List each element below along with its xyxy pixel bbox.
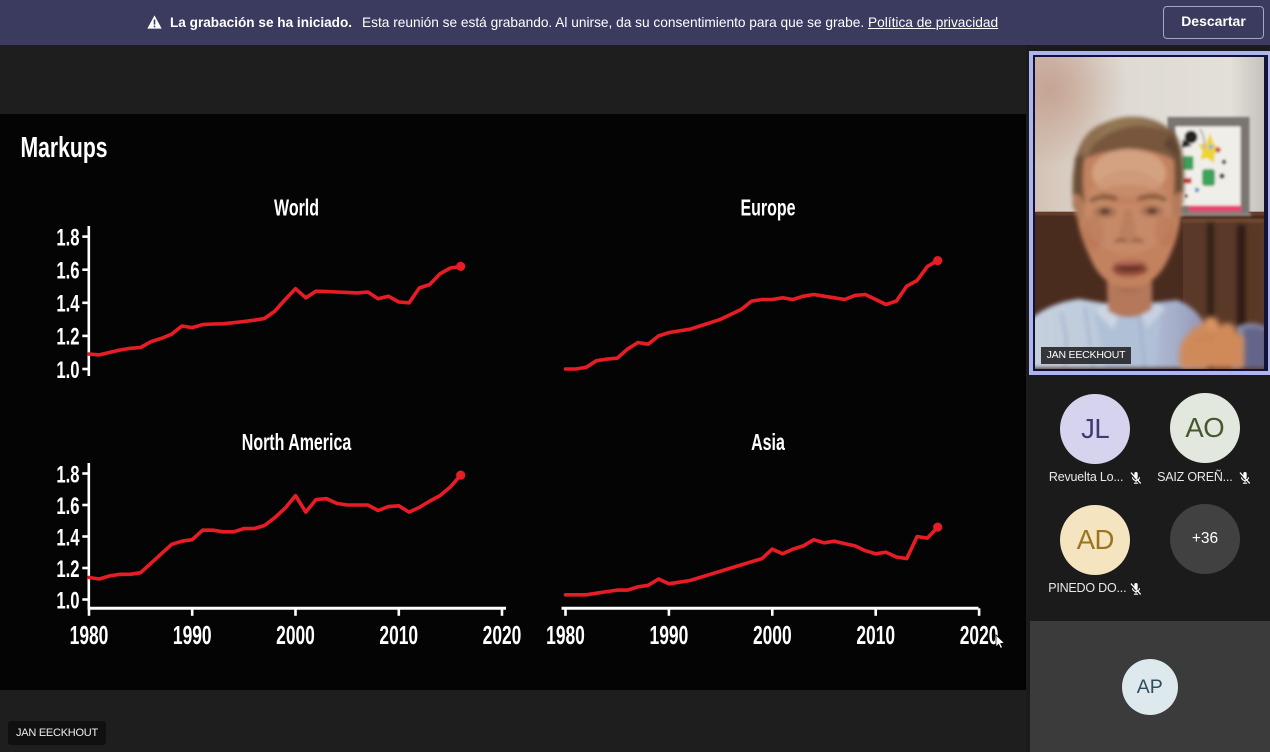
svg-text:2000: 2000 bbox=[753, 621, 792, 650]
svg-text:1980: 1980 bbox=[70, 621, 109, 650]
svg-text:1.2: 1.2 bbox=[56, 324, 79, 351]
svg-text:2020: 2020 bbox=[483, 621, 522, 650]
svg-text:1.6: 1.6 bbox=[56, 257, 79, 284]
svg-text:2010: 2010 bbox=[379, 621, 418, 650]
svg-text:1.4: 1.4 bbox=[56, 291, 79, 318]
svg-text:Asia: Asia bbox=[751, 430, 785, 456]
svg-text:1.4: 1.4 bbox=[56, 524, 79, 551]
svg-text:1.8: 1.8 bbox=[56, 461, 79, 488]
svg-text:1990: 1990 bbox=[650, 621, 689, 650]
svg-text:1.8: 1.8 bbox=[56, 224, 79, 251]
svg-text:2020: 2020 bbox=[960, 621, 999, 650]
svg-text:1990: 1990 bbox=[173, 621, 212, 650]
svg-text:1980: 1980 bbox=[546, 621, 585, 650]
svg-text:1.2: 1.2 bbox=[56, 556, 79, 583]
svg-text:Markups: Markups bbox=[21, 132, 108, 164]
svg-text:Europe: Europe bbox=[740, 196, 795, 222]
svg-text:1.0: 1.0 bbox=[56, 587, 79, 614]
svg-text:2000: 2000 bbox=[276, 621, 315, 650]
svg-text:North America: North America bbox=[242, 430, 352, 456]
svg-text:2010: 2010 bbox=[856, 621, 895, 650]
svg-text:1.6: 1.6 bbox=[56, 493, 79, 520]
svg-text:1.0: 1.0 bbox=[56, 357, 79, 384]
svg-text:World: World bbox=[274, 196, 319, 222]
